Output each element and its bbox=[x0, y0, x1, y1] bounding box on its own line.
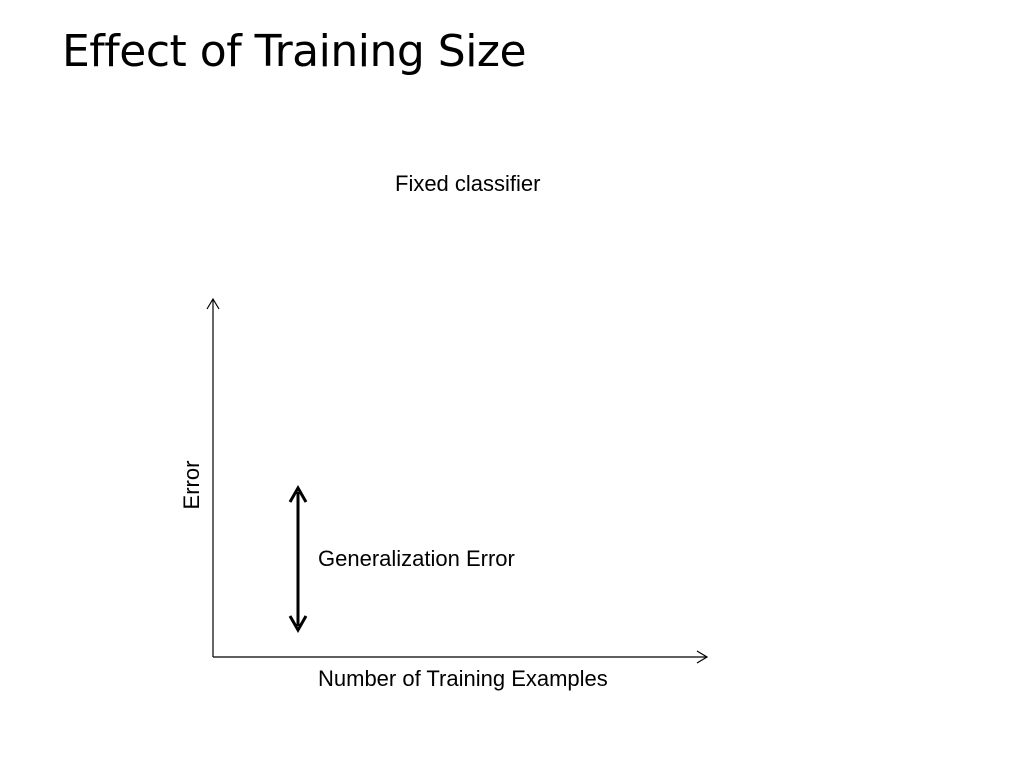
x-axis-label: Number of Training Examples bbox=[318, 666, 608, 691]
generalization-error-arrowhead-top bbox=[288, 484, 308, 503]
x-axis-arrowhead bbox=[696, 650, 709, 664]
y-axis-label: Error bbox=[179, 460, 204, 510]
slide-title: Effect of Training Size bbox=[62, 26, 527, 77]
y-axis-arrowhead bbox=[206, 297, 220, 310]
generalization-error-label: Generalization Error bbox=[318, 546, 515, 571]
generalization-error-arrowhead-bottom bbox=[288, 615, 308, 634]
diagram-subtitle: Fixed classifier bbox=[395, 171, 541, 196]
